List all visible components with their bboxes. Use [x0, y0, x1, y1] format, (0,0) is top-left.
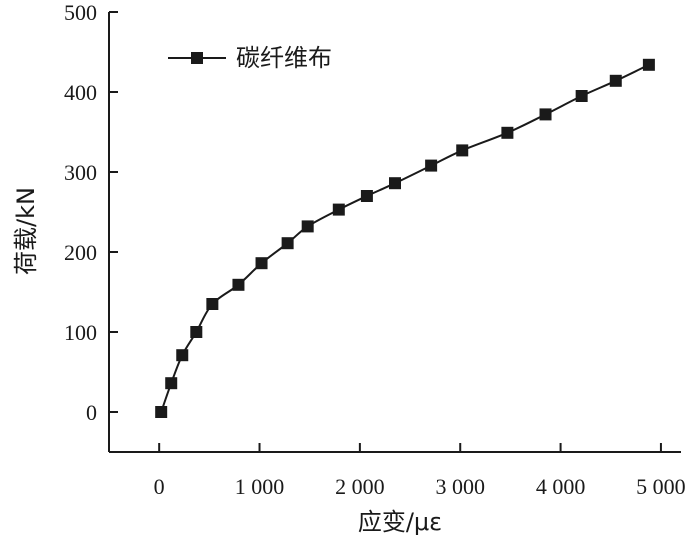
- data-point: [642, 58, 655, 71]
- legend-marker: [191, 52, 203, 64]
- data-point: [206, 298, 219, 310]
- y-tick-label: 0: [86, 400, 97, 425]
- y-tick-label: 400: [64, 80, 97, 105]
- y-tick-label: 300: [64, 160, 97, 185]
- series-line: [160, 63, 650, 413]
- x-axis-title: 应变/με: [358, 508, 442, 536]
- data-point: [176, 349, 189, 362]
- axes: [108, 12, 681, 453]
- plot-area: [155, 58, 655, 418]
- data-point: [190, 326, 203, 338]
- x-tick-label: 1 000: [235, 474, 285, 499]
- tick-labels: 0 100 200 300 400 500 0 1 000 2 000 3 000 4 000 5 0…: [64, 0, 686, 499]
- legend: 碳纤维布: [168, 44, 332, 72]
- data-point: [332, 203, 345, 216]
- y-tick-label: 100: [64, 320, 97, 345]
- data-point: [281, 237, 294, 250]
- data-point: [575, 90, 588, 102]
- data-point: [155, 406, 168, 418]
- data-point: [255, 257, 268, 270]
- data-point: [360, 190, 373, 202]
- legend-label: 碳纤维布: [236, 44, 332, 72]
- series-markers: [155, 58, 655, 418]
- data-point: [539, 108, 552, 121]
- data-point: [165, 377, 178, 390]
- y-axis-title: 荷载/kN: [12, 187, 40, 275]
- ticks: [109, 11, 662, 452]
- data-point: [456, 144, 469, 157]
- data-point: [609, 74, 622, 87]
- data-point: [232, 278, 245, 291]
- data-point: [389, 177, 401, 190]
- x-tick-label: 3 000: [435, 474, 485, 499]
- data-point: [501, 126, 514, 139]
- x-tick-label: 5 000: [636, 474, 686, 499]
- data-point: [425, 159, 438, 172]
- x-tick-label: 4 000: [536, 474, 586, 499]
- data-point: [301, 220, 314, 233]
- x-tick-label: 0: [154, 474, 165, 499]
- x-tick-label: 2 000: [335, 474, 385, 499]
- y-tick-label: 200: [64, 240, 97, 265]
- y-tick-label: 500: [64, 0, 97, 25]
